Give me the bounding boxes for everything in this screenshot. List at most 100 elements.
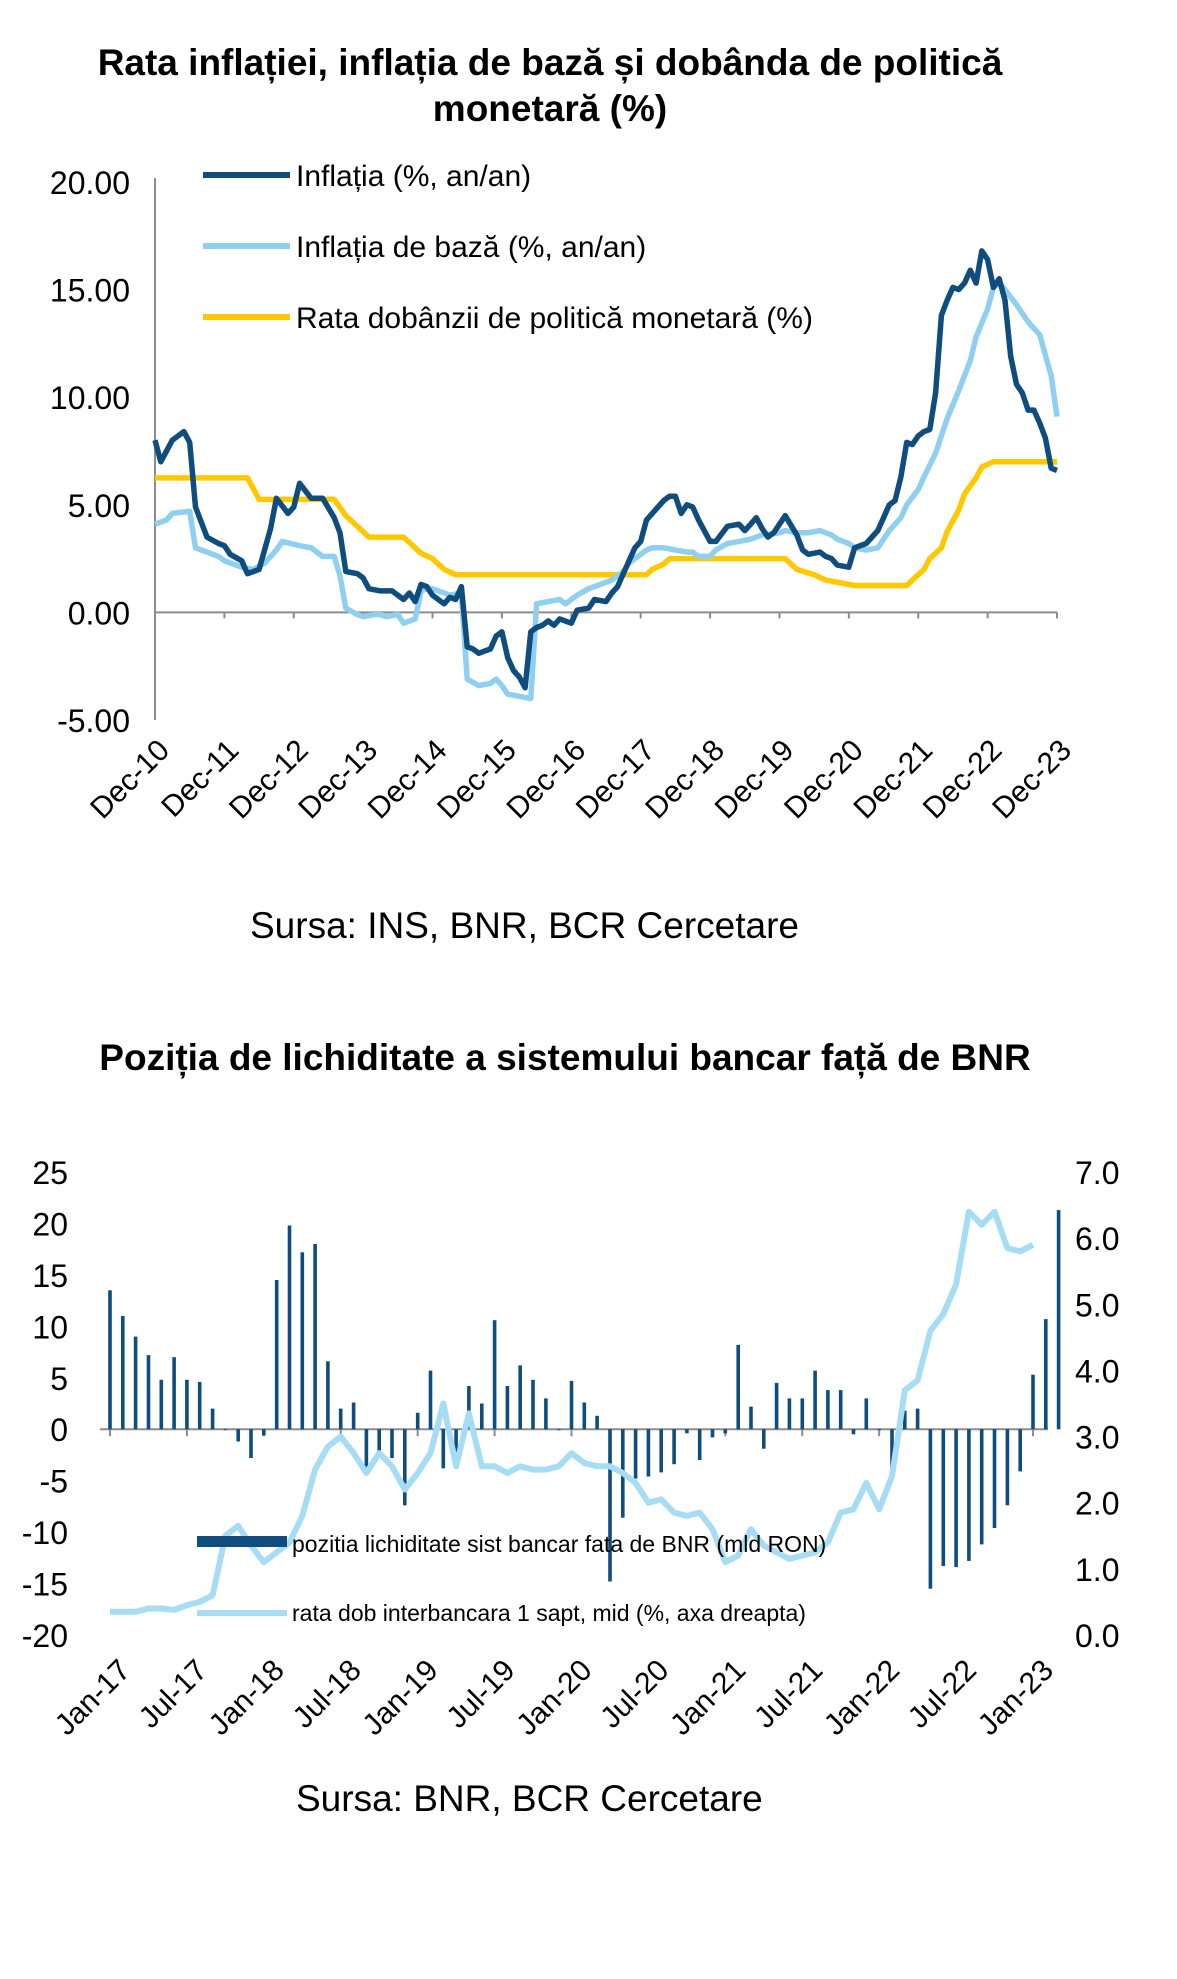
liquidity-bar bbox=[364, 1429, 369, 1473]
liquidity-bar bbox=[903, 1410, 907, 1430]
liquidity-bar bbox=[274, 1280, 279, 1430]
liquidity-bar bbox=[813, 1370, 817, 1430]
liquidity-bar bbox=[492, 1320, 497, 1430]
liquidity-bar bbox=[941, 1429, 946, 1566]
liquidity-bar bbox=[710, 1429, 715, 1438]
liquidity-bar bbox=[390, 1429, 394, 1458]
liquidity-bar bbox=[915, 1408, 920, 1430]
liquidity-bar bbox=[979, 1429, 984, 1545]
liquidity-bar bbox=[954, 1429, 958, 1568]
y-right-tick-label: 5.0 bbox=[1075, 1287, 1119, 1323]
liquidity-bar bbox=[774, 1382, 779, 1430]
inflation-line bbox=[152, 248, 1058, 691]
liquidity-bar bbox=[121, 1316, 125, 1430]
interbank-rate-line bbox=[110, 1208, 1035, 1615]
liquidity-bar bbox=[326, 1361, 330, 1430]
x-tick-label: Jan-19 bbox=[356, 1654, 444, 1742]
liquidity-bar bbox=[287, 1225, 292, 1430]
y-tick-label: -5.00 bbox=[57, 703, 130, 739]
liquidity-bar bbox=[685, 1429, 689, 1434]
liquidity-bar bbox=[800, 1398, 805, 1430]
y-right-tick-label: 6.0 bbox=[1075, 1221, 1119, 1257]
liquidity-bar bbox=[608, 1429, 612, 1582]
inflation-chart: 20.0015.0010.005.000.00-5.00Dec-10Dec-11… bbox=[50, 160, 1078, 825]
chart1-title-line1: Rata inflației, inflația de bază și dobâ… bbox=[97, 42, 1003, 83]
liquidity-bar bbox=[249, 1429, 253, 1458]
y-tick-label: 15.00 bbox=[50, 273, 130, 309]
liquidity-bar bbox=[185, 1379, 189, 1430]
liquidity-bar bbox=[1005, 1429, 1010, 1506]
liquidity-bar bbox=[582, 1402, 587, 1430]
liquidity-bar bbox=[480, 1403, 484, 1430]
chart1-title-line2: monetară (%) bbox=[432, 88, 668, 129]
y-right-tick-label: 0.0 bbox=[1075, 1618, 1119, 1654]
liquidity-bar bbox=[595, 1415, 599, 1430]
liquidity-bar bbox=[633, 1429, 638, 1479]
liquidity-bar bbox=[544, 1398, 548, 1430]
liquidity-bar bbox=[864, 1398, 869, 1430]
liquidity-bar bbox=[851, 1429, 856, 1435]
liquidity-bar bbox=[159, 1379, 164, 1430]
liquidity-bar bbox=[210, 1408, 215, 1430]
y-left-tick-label: -15 bbox=[22, 1567, 68, 1603]
y-left-tick-label: 15 bbox=[32, 1258, 68, 1294]
liquidity-bar bbox=[992, 1429, 997, 1528]
y-tick-label: 20.00 bbox=[50, 165, 130, 201]
liquidity-bar bbox=[467, 1386, 471, 1430]
liquidity-bar bbox=[428, 1370, 433, 1430]
liquidity-bar bbox=[518, 1365, 522, 1430]
liquidity-bar bbox=[646, 1429, 651, 1477]
liquidity-bar bbox=[967, 1429, 971, 1561]
x-tick-label: Jan-20 bbox=[510, 1654, 598, 1742]
liquidity-bar bbox=[877, 1429, 881, 1431]
legend-label: rata dob interbancara 1 sapt, mid (%, ax… bbox=[292, 1600, 806, 1626]
y-tick-label: 0.00 bbox=[68, 595, 130, 631]
y-tick-label: 5.00 bbox=[68, 488, 130, 524]
liquidity-bar bbox=[236, 1429, 240, 1442]
y-left-tick-label: 25 bbox=[32, 1155, 68, 1191]
liquidity-bar bbox=[838, 1390, 843, 1430]
chart1-title: Rata inflației, inflația de bază și dobâ… bbox=[0, 40, 1100, 132]
x-tick-label: Jul-18 bbox=[287, 1654, 368, 1735]
y-right-tick-label: 3.0 bbox=[1075, 1420, 1119, 1456]
x-tick-label: Jan-23 bbox=[972, 1654, 1060, 1742]
liquidity-bar bbox=[787, 1398, 792, 1430]
x-tick-label: Jul-20 bbox=[594, 1654, 675, 1735]
liquidity-bar bbox=[1031, 1374, 1035, 1430]
core-inflation-line bbox=[154, 280, 1060, 702]
liquidity-bar bbox=[197, 1381, 202, 1430]
liquidity-bar bbox=[723, 1429, 728, 1434]
y-left-tick-label: 0 bbox=[50, 1412, 68, 1448]
liquidity-bar bbox=[697, 1429, 702, 1461]
liquidity-bar bbox=[762, 1429, 766, 1449]
y-left-tick-label: -20 bbox=[22, 1618, 68, 1654]
legend-label: Rata dobânzii de politică monetară (%) bbox=[296, 302, 813, 335]
liquidity-bar bbox=[736, 1344, 740, 1430]
x-tick-label: Jan-18 bbox=[203, 1654, 291, 1742]
x-tick-label: Jul-22 bbox=[902, 1654, 983, 1735]
liquidity-bar bbox=[531, 1379, 535, 1430]
liquidity-bar bbox=[313, 1244, 317, 1430]
policy-rate-line bbox=[155, 459, 1057, 589]
x-tick-label: Jul-17 bbox=[133, 1654, 214, 1735]
liquidity-bar bbox=[338, 1408, 343, 1430]
x-tick-label: Jan-17 bbox=[49, 1654, 137, 1742]
x-tick-label: Jul-21 bbox=[748, 1654, 829, 1735]
liquidity-bar bbox=[377, 1429, 381, 1458]
liquidity-bar bbox=[351, 1402, 356, 1430]
liquidity-bar bbox=[415, 1412, 420, 1430]
liquidity-bar bbox=[672, 1429, 676, 1465]
y-left-tick-label: -5 bbox=[40, 1464, 68, 1500]
chart1-source: Sursa: INS, BNR, BCR Cercetare bbox=[250, 905, 799, 946]
liquidity-bar bbox=[108, 1290, 112, 1430]
y-right-tick-label: 4.0 bbox=[1075, 1353, 1119, 1389]
liquidity-bar bbox=[556, 1429, 561, 1431]
liquidity-bar bbox=[454, 1429, 458, 1454]
liquidity-bar bbox=[659, 1429, 663, 1473]
legend-label: pozitia lichiditate sist bancar fata de … bbox=[292, 1531, 826, 1557]
liquidity-bar bbox=[826, 1390, 830, 1430]
liquidity-bar bbox=[300, 1252, 305, 1430]
liquidity-bar bbox=[403, 1429, 407, 1506]
liquidity-bar bbox=[890, 1429, 894, 1477]
y-right-tick-label: 2.0 bbox=[1075, 1486, 1119, 1522]
